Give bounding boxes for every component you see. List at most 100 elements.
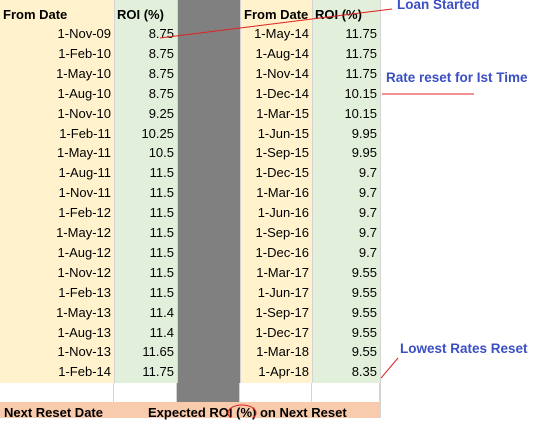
from-date-cell[interactable]: 1-Feb-13 (58, 284, 111, 300)
table-row: 1-Feb-10 8.75 1-Aug-14 11.75 (0, 44, 380, 63)
roi-cell[interactable]: 11.5 (149, 284, 174, 300)
roi-cell[interactable]: 11.4 (149, 324, 174, 340)
roi-cell[interactable]: 11.5 (149, 244, 174, 260)
from-date-cell[interactable]: 1-Jun-15 (257, 125, 309, 141)
roi-cell[interactable]: 8.75 (148, 65, 174, 81)
from-date-cell[interactable]: 1-Sep-16 (255, 225, 309, 240)
roi-cell[interactable]: 11.5 (149, 205, 174, 221)
header-from-date-left[interactable]: From Date (3, 7, 68, 22)
from-date-cell[interactable]: 1-Feb-11 (59, 125, 111, 141)
header-roi-left[interactable]: ROI (%) (117, 7, 164, 22)
roi-cell[interactable]: 11.75 (142, 364, 174, 380)
table-row: 1-May-10 8.75 1-Nov-14 11.75 (0, 64, 380, 83)
from-date-cell[interactable]: 1-Nov-11 (58, 185, 111, 201)
roi-cell[interactable]: 11.5 (149, 225, 174, 240)
table-row: 1-Nov-12 11.5 1-Mar-17 9.55 (0, 263, 380, 282)
table-row: 1-May-13 11.4 1-Sep-17 9.55 (0, 303, 380, 322)
from-date-cell[interactable]: 1-May-13 (56, 304, 111, 320)
from-date-cell[interactable]: 1-Nov-13 (57, 344, 111, 360)
from-date-cell[interactable]: 1-Aug-10 (57, 85, 111, 101)
from-date-cell[interactable]: 1-Aug-13 (57, 324, 111, 340)
from-date-cell[interactable]: 1-Nov-12 (57, 264, 111, 280)
spacer-column (177, 0, 240, 383)
from-date-cell[interactable]: 1-May-12 (56, 225, 111, 240)
from-date-cell[interactable]: 1-Aug-11 (58, 165, 111, 181)
roi-cell[interactable]: 9.55 (351, 324, 377, 340)
from-date-cell[interactable]: 1-Mar-16 (256, 185, 309, 201)
from-date-cell[interactable]: 1-Nov-10 (57, 105, 111, 121)
lowest-rates-annotation: Lowest Rates Reset (400, 341, 528, 356)
column-divider (177, 0, 178, 418)
roi-cell[interactable]: 9.95 (351, 145, 377, 161)
from-date-cell[interactable]: 1-May-10 (56, 65, 111, 81)
table-row: 1-Feb-14 11.75 1-Apr-18 8.35 (0, 362, 380, 381)
from-date-cell[interactable]: 1-Feb-10 (58, 45, 111, 61)
from-date-cell[interactable]: 1-May-11 (57, 145, 111, 161)
from-date-cell[interactable]: 1-Nov-14 (255, 65, 309, 81)
table-row: 1-Nov-13 11.65 1-Mar-18 9.55 (0, 342, 380, 361)
from-date-cell[interactable]: 1-Mar-17 (256, 264, 309, 280)
roi-cell[interactable]: 11.4 (149, 304, 174, 320)
roi-cell[interactable]: 9.7 (358, 165, 377, 181)
from-date-cell[interactable]: 1-Feb-12 (58, 205, 111, 221)
roi-cell[interactable]: 9.95 (351, 125, 377, 141)
from-date-cell[interactable]: 1-Dec-14 (255, 85, 309, 101)
from-date-cell[interactable]: 1-Mar-15 (256, 105, 309, 121)
roi-cell[interactable]: 11.5 (149, 185, 174, 201)
from-date-cell[interactable]: 1-Jun-16 (257, 205, 309, 221)
from-date-cell[interactable]: 1-Dec-17 (255, 324, 309, 340)
loan-started-annotation: Loan Started (397, 0, 480, 12)
roi-cell[interactable]: 9.55 (351, 284, 377, 300)
roi-cell[interactable]: 9.25 (148, 105, 174, 121)
header-from-date-right[interactable]: From Date (244, 7, 309, 22)
roi-cell[interactable]: 11.75 (345, 26, 377, 41)
roi-column-left-bg (114, 0, 177, 383)
blank-row (0, 383, 380, 402)
table-row: 1-May-12 11.5 1-Sep-16 9.7 (0, 223, 380, 242)
roi-cell[interactable]: 9.7 (358, 185, 377, 201)
roi-cell[interactable]: 9.7 (358, 244, 377, 260)
roi-cell[interactable]: 9.7 (358, 205, 377, 221)
roi-cell[interactable]: 11.75 (345, 65, 377, 81)
column-divider (114, 0, 115, 418)
roi-cell[interactable]: 9.55 (351, 304, 377, 320)
from-date-cell[interactable]: 1-Dec-15 (255, 165, 309, 181)
roi-column-right-bg (312, 0, 380, 383)
next-reset-date-label[interactable]: Next Reset Date (4, 405, 103, 420)
from-date-cell[interactable]: 1-Nov-09 (57, 26, 111, 41)
from-date-cell[interactable]: 1-Sep-17 (255, 304, 309, 320)
from-date-cell[interactable]: 1-Apr-18 (258, 364, 309, 380)
roi-cell[interactable]: 11.5 (149, 264, 174, 280)
column-divider (240, 0, 241, 418)
roi-cell[interactable]: 10.5 (148, 145, 174, 161)
roi-cell[interactable]: 11.75 (345, 45, 377, 61)
header-roi-right[interactable]: ROI (%) (315, 7, 362, 22)
from-date-cell[interactable]: 1-Aug-14 (255, 45, 309, 61)
from-date-cell[interactable]: 1-May-14 (254, 26, 309, 41)
column-divider (380, 0, 381, 418)
table-row: 1-Aug-11 11.5 1-Dec-15 9.7 (0, 163, 380, 182)
table-row: 1-Feb-12 11.5 1-Jun-16 9.7 (0, 203, 380, 222)
from-date-cell[interactable]: 1-Aug-12 (57, 244, 111, 260)
roi-cell[interactable]: 10.15 (344, 85, 377, 101)
roi-cell[interactable]: 10.15 (344, 105, 377, 121)
from-date-cell[interactable]: 1-Jun-17 (257, 284, 309, 300)
from-date-cell[interactable]: 1-Feb-14 (58, 364, 111, 380)
roi-cell[interactable]: 9.55 (351, 264, 377, 280)
roi-cell[interactable]: 11.65 (142, 344, 174, 360)
roi-cell[interactable]: 10.25 (141, 125, 174, 141)
roi-cell[interactable]: 9.55 (351, 344, 377, 360)
roi-cell[interactable]: 8.35 (351, 364, 377, 380)
lowest-rate-pointer (380, 357, 399, 379)
roi-cell[interactable]: 8.75 (148, 45, 174, 61)
table-row: 1-Aug-10 8.75 1-Dec-14 10.15 (0, 84, 380, 103)
roi-cell[interactable]: 9.7 (358, 225, 377, 240)
from-date-cell[interactable]: 1-Dec-16 (255, 244, 309, 260)
roi-cell[interactable]: 11.5 (149, 165, 174, 181)
table-row: 1-May-11 10.5 1-Sep-15 9.95 (0, 143, 380, 162)
from-date-cell[interactable]: 1-Sep-15 (255, 145, 309, 161)
roi-cell[interactable]: 8.75 (148, 85, 174, 101)
from-date-cell[interactable]: 1-Mar-18 (256, 344, 309, 360)
expected-roi-label[interactable]: Expected ROI (%) on Next Reset (148, 405, 347, 420)
